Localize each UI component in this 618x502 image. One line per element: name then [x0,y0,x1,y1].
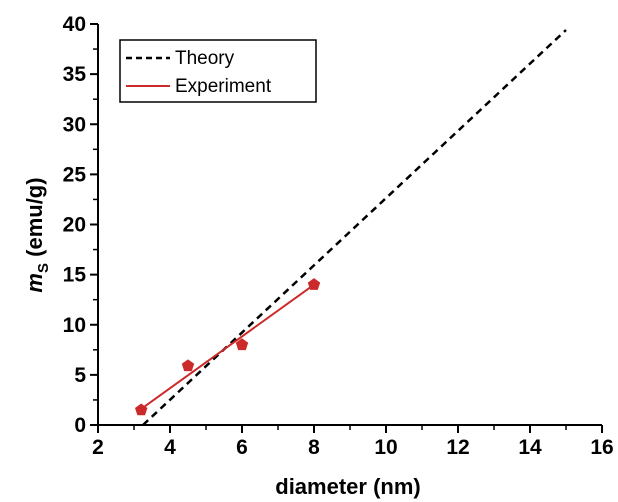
x-tick-label: 2 [92,436,104,459]
experiment-point [235,338,249,351]
y-axis-label-main: m [22,273,47,293]
x-tick-label: 16 [590,436,613,459]
y-tick-label: 0 [74,414,86,437]
experiment-point [181,359,195,372]
legend-theory-label: Theory [175,48,235,69]
legend-experiment-label: Experiment [175,76,272,97]
y-tick-label: 10 [63,314,86,337]
legend-box [119,39,317,103]
x-tick-label: 12 [446,436,469,459]
y-axis-label-sub: S [35,263,52,273]
plot-area [135,29,567,426]
x-tick-label: 4 [164,436,176,459]
y-tick-label: 20 [63,214,86,237]
experiment-point [307,278,321,290]
x-axis-label: diameter (nm) [275,474,420,499]
x-tick-label: 14 [518,436,542,459]
y-tick-label: 15 [63,264,87,287]
y-tick-label: 30 [63,113,86,136]
y-tick-label: 40 [63,13,86,36]
x-tick-label: 8 [308,436,320,459]
y-tick-label: 35 [63,63,87,86]
experiment-point [135,403,148,416]
y-axis-label-rest: (emu/g) [22,177,47,263]
theory-line [142,29,567,426]
experiment-line [140,283,315,410]
y-axis-label: mS (emu/g) [22,177,52,292]
y-tick-label: 5 [74,364,86,387]
axes: 2 4 6 8 10 12 14 16 0 5 10 15 20 25 30 35 40 [63,13,614,459]
y-tick-label: 25 [63,163,87,186]
x-tick-label: 10 [374,436,397,459]
legend: Theory Experiment [119,39,317,103]
x-tick-label: 6 [236,436,248,459]
